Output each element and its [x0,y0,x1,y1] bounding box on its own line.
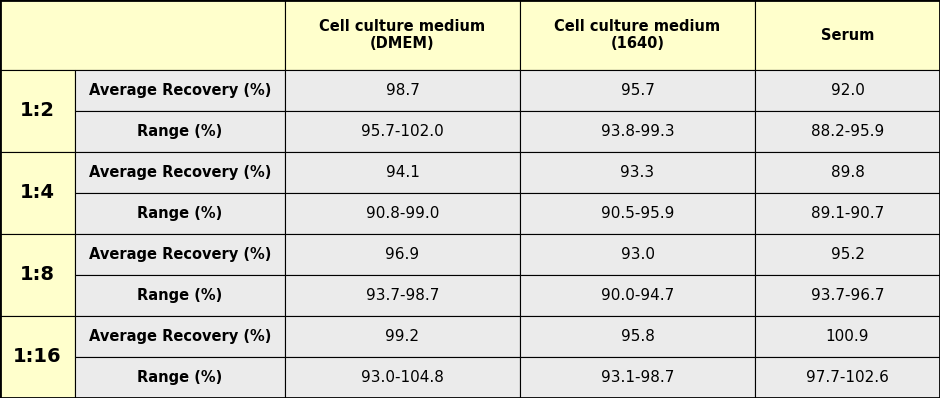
Text: Cell culture medium
(DMEM): Cell culture medium (DMEM) [320,19,486,51]
Bar [0,152,75,234]
Bar [285,193,520,234]
Bar [0,0,285,70]
Text: 95.7: 95.7 [620,83,654,98]
Text: 100.9: 100.9 [825,329,870,344]
Bar [0,70,75,152]
Bar [755,0,940,70]
Text: Range (%): Range (%) [137,370,223,385]
Text: 96.9: 96.9 [385,247,419,262]
Bar [285,111,520,152]
Bar [75,234,285,275]
Text: Average Recovery (%): Average Recovery (%) [88,247,271,262]
Bar [0,316,75,398]
Text: 97.7-102.6: 97.7-102.6 [807,370,889,385]
Text: 88.2-95.9: 88.2-95.9 [811,124,885,139]
Bar [75,111,285,152]
Text: 93.8-99.3: 93.8-99.3 [601,124,674,139]
Bar [755,111,940,152]
Bar [285,0,520,70]
Bar [285,70,520,111]
Text: 93.3: 93.3 [620,165,654,180]
Bar [75,357,285,398]
Text: Range (%): Range (%) [137,124,223,139]
Bar [0,234,75,316]
Text: 94.1: 94.1 [385,165,419,180]
Text: 89.1-90.7: 89.1-90.7 [811,206,885,221]
Bar [285,234,520,275]
Bar [520,152,755,193]
Bar [75,193,285,234]
Bar [75,70,285,111]
Text: 90.8-99.0: 90.8-99.0 [366,206,439,221]
Bar [75,275,285,316]
Bar [520,357,755,398]
Bar [520,275,755,316]
Bar [285,357,520,398]
Text: 89.8: 89.8 [831,165,865,180]
Text: Serum: Serum [821,27,874,43]
Text: Cell culture medium
(1640): Cell culture medium (1640) [555,19,721,51]
Bar [755,234,940,275]
Text: 1:2: 1:2 [20,101,55,121]
Text: 1:16: 1:16 [13,347,62,367]
Bar [75,316,285,357]
Bar [285,275,520,316]
Bar [520,193,755,234]
Text: Average Recovery (%): Average Recovery (%) [88,83,271,98]
Text: 95.7-102.0: 95.7-102.0 [361,124,444,139]
Text: 1:8: 1:8 [20,265,55,285]
Text: 90.0-94.7: 90.0-94.7 [601,288,674,303]
Text: 95.2: 95.2 [831,247,865,262]
Bar [755,275,940,316]
Bar [755,152,940,193]
Bar [520,0,755,70]
Text: 93.1-98.7: 93.1-98.7 [601,370,674,385]
Text: 93.7-98.7: 93.7-98.7 [366,288,439,303]
Text: 98.7: 98.7 [385,83,419,98]
Bar [285,152,520,193]
Text: Average Recovery (%): Average Recovery (%) [88,329,271,344]
Bar [520,111,755,152]
Bar [285,316,520,357]
Bar [520,234,755,275]
Bar [755,193,940,234]
Text: 93.0: 93.0 [620,247,654,262]
Text: Average Recovery (%): Average Recovery (%) [88,165,271,180]
Text: Range (%): Range (%) [137,288,223,303]
Bar [755,316,940,357]
Text: Range (%): Range (%) [137,206,223,221]
Text: 99.2: 99.2 [385,329,419,344]
Bar [520,70,755,111]
Text: 93.0-104.8: 93.0-104.8 [361,370,444,385]
Bar [755,70,940,111]
Text: 92.0: 92.0 [831,83,865,98]
Bar [520,316,755,357]
Text: 95.8: 95.8 [620,329,654,344]
Bar [75,152,285,193]
Bar [755,357,940,398]
Text: 90.5-95.9: 90.5-95.9 [601,206,674,221]
Text: 93.7-96.7: 93.7-96.7 [810,288,885,303]
Text: 1:4: 1:4 [20,183,55,203]
